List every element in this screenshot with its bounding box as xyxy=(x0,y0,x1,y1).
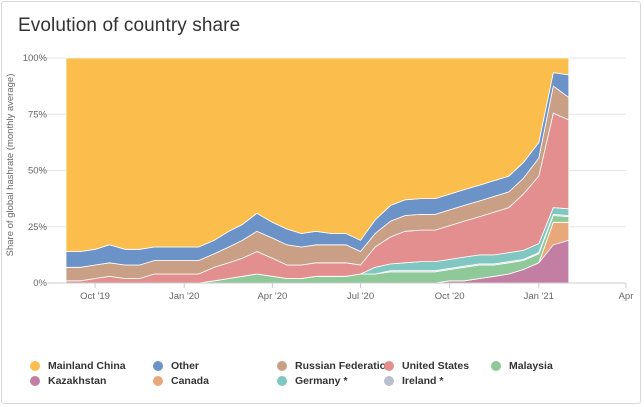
x-tick-label: Apr '20 xyxy=(257,291,287,302)
y-tick-label: 100% xyxy=(23,53,48,64)
legend-label: Canada xyxy=(171,375,209,387)
legend-item-canada[interactable]: Canada xyxy=(153,375,209,387)
legend-item-ireland[interactable]: Ireland * xyxy=(384,375,443,387)
chart-title: Evolution of country share xyxy=(18,15,241,36)
legend-label: Kazakhstan xyxy=(48,375,107,387)
legend-swatch xyxy=(153,376,163,386)
x-tick-label: Jan '20 xyxy=(169,291,199,302)
x-tick-label: Oct '19 xyxy=(80,291,110,302)
area-series-group xyxy=(65,57,570,284)
legend-label: Other xyxy=(171,360,200,372)
x-tick-label: Jan '21 xyxy=(524,291,554,302)
x-tick-label: Jul '20 xyxy=(347,291,374,302)
legend-swatch xyxy=(30,376,40,386)
legend-swatch xyxy=(491,361,501,371)
legend-label: Germany * xyxy=(295,375,348,387)
legend-label: Russian Federation xyxy=(295,360,393,372)
legend-label: Malaysia xyxy=(509,360,553,372)
legend-label: Ireland * xyxy=(402,375,444,387)
legend-item-russian-federation[interactable]: Russian Federation xyxy=(277,360,392,372)
legend-label: United States xyxy=(402,360,470,372)
legend-item-united-states[interactable]: United States xyxy=(384,360,469,372)
area-mainland-china[interactable] xyxy=(65,57,570,252)
chart-legend: Mainland China Other Russian Federation Uni… xyxy=(30,360,630,394)
y-tick-label: 50% xyxy=(28,166,48,177)
legend-swatch xyxy=(277,361,287,371)
legend-swatch xyxy=(30,361,40,371)
legend-item-mainland-china[interactable]: Mainland China xyxy=(30,360,126,372)
legend-item-other[interactable]: Other xyxy=(153,360,199,372)
legend-swatch xyxy=(384,361,394,371)
legend-label: Mainland China xyxy=(48,360,126,372)
y-tick-label: 75% xyxy=(28,109,48,120)
x-axis-ticks: Oct '19 Jan '20 Apr '20 Jul '20 Oct '20 Jan '… xyxy=(40,282,634,302)
x-tick-label: Apr xyxy=(619,291,634,302)
legend-swatch xyxy=(153,361,163,371)
legend-item-kazakhstan[interactable]: Kazakhstan xyxy=(30,375,106,387)
legend-item-germany[interactable]: Germany * xyxy=(277,375,348,387)
x-tick-label: Oct '20 xyxy=(435,291,465,302)
y-axis-ticks: 0%25%50%75%100% xyxy=(23,53,48,289)
legend-swatch xyxy=(277,376,287,386)
y-tick-label: 25% xyxy=(28,222,48,233)
legend-item-malaysia[interactable]: Malaysia xyxy=(491,360,553,372)
y-axis-label: Share of global hashrate (monthly averag… xyxy=(5,74,16,257)
legend-swatch xyxy=(384,376,394,386)
